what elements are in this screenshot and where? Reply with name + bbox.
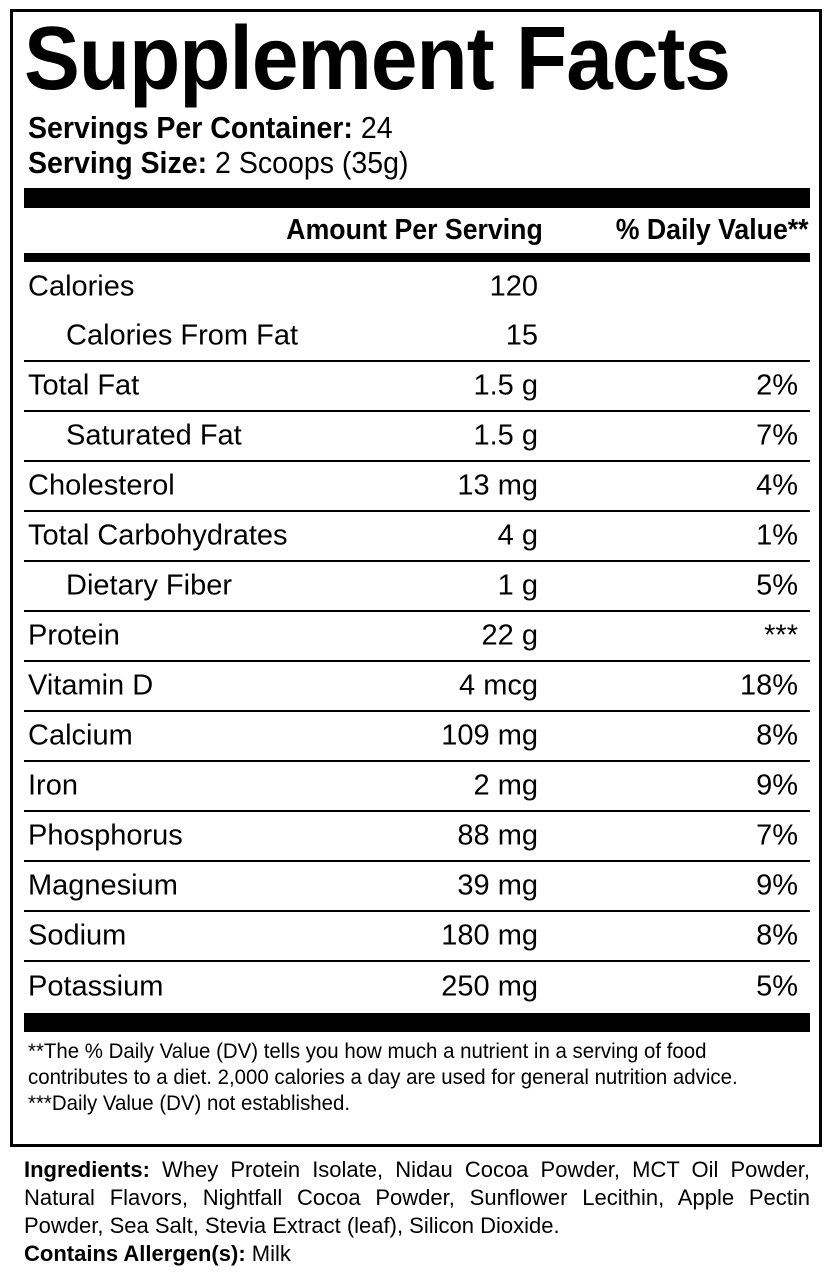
nutrient-amount: 180 mg (441, 919, 538, 952)
nutrient-amount: 120 (489, 270, 538, 303)
supplement-facts-panel (10, 9, 822, 1147)
table-row: Vitamin D 4 mcg 18% (24, 662, 810, 712)
nutrient-amount: 1.5 g (473, 419, 539, 452)
ingredients-section: Ingredients: Whey Protein Isolate, Nidau… (24, 1156, 810, 1268)
table-row: Dietary Fiber 1 g 5% (24, 562, 810, 612)
nutrient-amount: 109 mg (441, 719, 538, 752)
allergen-label: Contains Allergen(s): (24, 1241, 246, 1266)
servings-per-container: Servings Per Container: 24 (28, 110, 393, 146)
nutrient-name: Iron (28, 769, 78, 802)
nutrient-name: Protein (28, 619, 120, 652)
divider-bottom (24, 1013, 810, 1032)
table-row: Calcium 109 mg 8% (24, 712, 810, 762)
nutrient-dv: 8% (756, 919, 798, 952)
nutrient-amount: 88 mg (457, 819, 538, 852)
nutrient-dv: *** (764, 619, 798, 652)
panel-title: Supplement Facts (24, 9, 731, 109)
nutrient-amount: 13 mg (457, 469, 538, 502)
nutrient-name: Calories From Fat (66, 319, 299, 352)
nutrient-dv: 2% (756, 369, 798, 402)
allergens: Contains Allergen(s): Milk (24, 1240, 810, 1268)
nutrient-amount: 4 g (497, 519, 538, 552)
nutrient-name: Total Carbohydrates (28, 519, 288, 552)
serving-size-value: 2 Scoops (35g) (215, 145, 409, 180)
nutrient-table: Calories 120 Calories From Fat 15 Total Fa… (24, 262, 810, 1012)
table-row: Total Carbohydrates 4 g 1% (24, 512, 810, 562)
serving-size: Serving Size: 2 Scoops (35g) (28, 145, 408, 181)
footnote-not-established: ***Daily Value (DV) not established. (28, 1091, 351, 1115)
nutrient-dv: 18% (739, 669, 798, 702)
footnote-dv: **The % Daily Value (DV) tells you how m… (28, 1039, 738, 1089)
ingredients-label: Ingredients: (24, 1157, 150, 1182)
nutrient-amount: 39 mg (457, 869, 538, 902)
nutrient-name: Dietary Fiber (66, 569, 232, 602)
nutrient-amount: 250 mg (441, 970, 538, 1003)
nutrient-dv: 9% (756, 769, 798, 802)
nutrient-name: Saturated Fat (66, 419, 242, 452)
table-row: Cholesterol 13 mg 4% (24, 462, 810, 512)
nutrient-dv: 7% (756, 419, 798, 452)
nutrient-dv: 5% (756, 569, 798, 602)
divider-header (24, 253, 810, 262)
nutrient-name: Phosphorus (28, 819, 183, 852)
table-row: Calories From Fat 15 (24, 312, 810, 362)
table-row: Sodium 180 mg 8% (24, 912, 810, 962)
nutrient-amount: 1 g (497, 569, 538, 602)
nutrient-dv: 8% (756, 719, 798, 752)
table-row: Total Fat 1.5 g 2% (24, 362, 810, 412)
header-amount: Amount Per Serving (286, 214, 543, 246)
nutrient-name: Magnesium (28, 869, 178, 902)
nutrient-dv: 1% (756, 519, 798, 552)
table-row: Saturated Fat 1.5 g 7% (24, 412, 810, 462)
nutrient-amount: 22 g (481, 619, 538, 652)
nutrient-name: Sodium (28, 919, 127, 952)
table-row: Magnesium 39 mg 9% (24, 862, 810, 912)
table-row: Potassium 250 mg 5% (24, 962, 810, 1012)
nutrient-name: Potassium (28, 970, 164, 1003)
nutrient-name: Calcium (28, 719, 133, 752)
ingredients: Ingredients: Whey Protein Isolate, Nidau… (24, 1156, 810, 1240)
table-row: Iron 2 mg 9% (24, 762, 810, 812)
nutrient-amount: 4 mcg (459, 669, 538, 702)
nutrient-dv: 5% (756, 970, 798, 1003)
nutrient-name: Total Fat (28, 369, 140, 402)
ingredients-list: Whey Protein Isolate, Nidau Cocoa Powder… (24, 1157, 810, 1238)
divider-thick (24, 188, 810, 208)
servings-value: 24 (360, 110, 393, 145)
table-row: Phosphorus 88 mg 7% (24, 812, 810, 862)
servings-label: Servings Per Container: (28, 110, 353, 145)
nutrient-name: Calories (28, 270, 135, 303)
table-row: Protein 22 g *** (24, 612, 810, 662)
nutrient-name: Vitamin D (28, 669, 154, 702)
nutrient-dv: 9% (756, 869, 798, 902)
nutrient-amount: 15 (505, 319, 538, 352)
allergen-value: Milk (251, 1241, 291, 1266)
table-row: Calories 120 (24, 262, 810, 312)
nutrient-name: Cholesterol (28, 469, 175, 502)
nutrient-dv: 4% (756, 469, 798, 502)
nutrient-amount: 2 mg (473, 769, 538, 802)
nutrient-amount: 1.5 g (473, 369, 539, 402)
footnotes: **The % Daily Value (DV) tells you how m… (28, 1038, 769, 1116)
header-daily-value: % Daily Value** (616, 214, 809, 246)
nutrient-dv: 7% (756, 819, 798, 852)
serving-size-label: Serving Size: (28, 145, 208, 180)
